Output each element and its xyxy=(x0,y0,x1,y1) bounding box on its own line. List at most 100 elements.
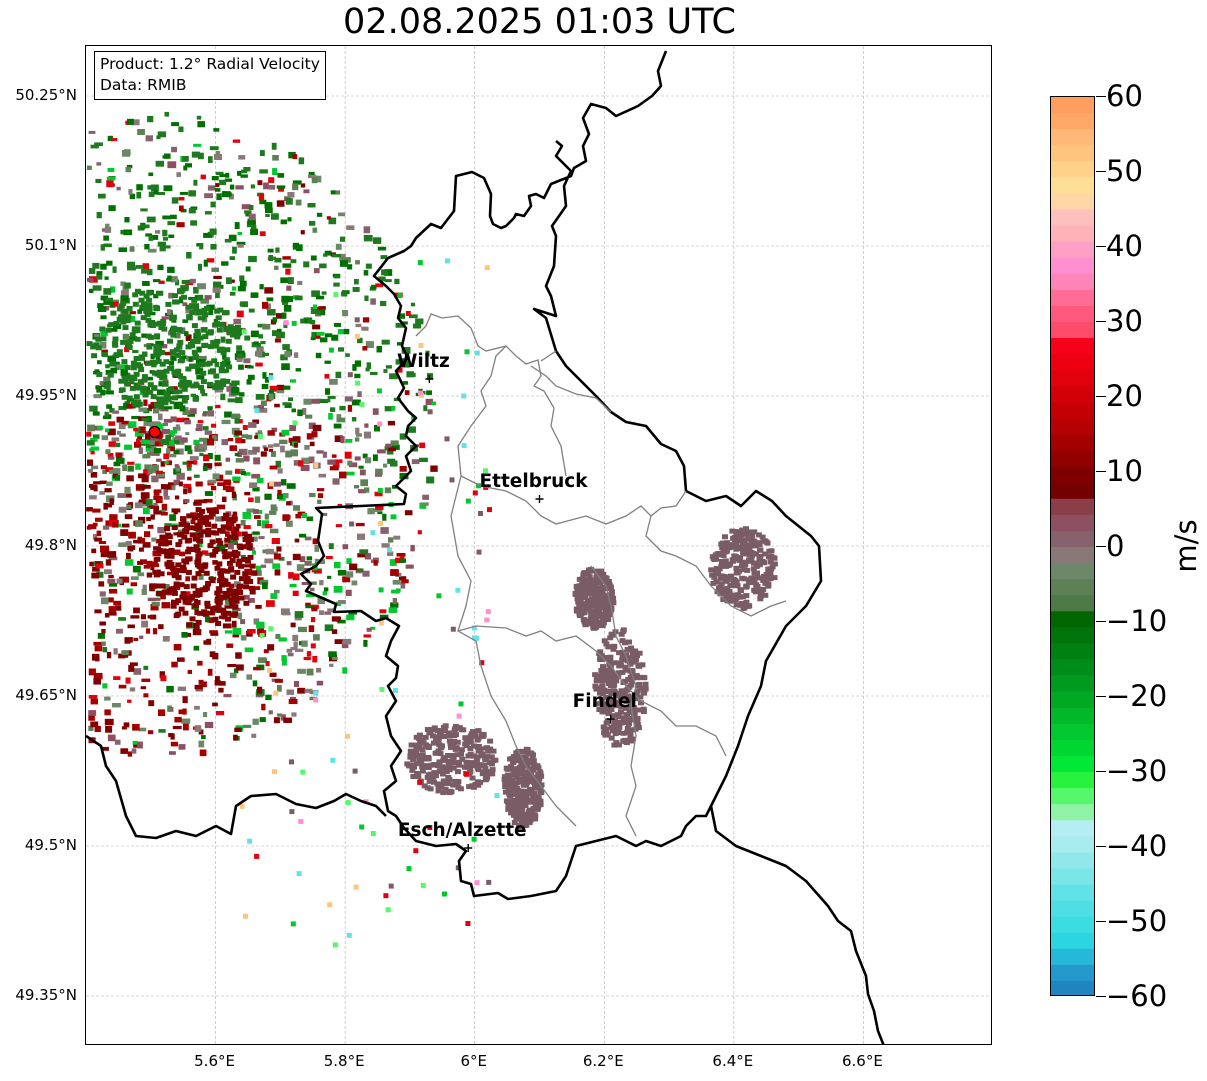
velocity-pixel xyxy=(510,758,517,764)
velocity-pixel xyxy=(245,540,252,546)
velocity-pixel xyxy=(620,730,627,736)
velocity-pixel xyxy=(190,519,196,525)
velocity-pixel xyxy=(127,266,136,271)
velocity-pixel xyxy=(209,228,217,235)
velocity-pixel xyxy=(342,544,349,550)
velocity-pixel xyxy=(135,265,144,269)
velocity-pixel xyxy=(120,295,129,303)
colorbar-segment xyxy=(1051,257,1094,275)
velocity-pixel xyxy=(220,610,227,616)
belgium-france-border xyxy=(86,734,387,840)
velocity-pixel xyxy=(346,558,352,565)
velocity-pixel xyxy=(182,302,188,307)
velocity-pixel xyxy=(213,383,220,389)
velocity-pixel xyxy=(458,747,465,753)
velocity-pixel xyxy=(255,350,263,357)
velocity-pixel xyxy=(159,401,169,406)
velocity-pixel xyxy=(217,482,226,487)
velocity-pixel xyxy=(231,413,241,419)
velocity-pixel xyxy=(136,191,142,199)
velocity-pixel xyxy=(526,818,533,824)
velocity-pixel xyxy=(268,375,274,381)
velocity-pixel xyxy=(333,423,342,429)
velocity-pixel xyxy=(148,191,155,198)
velocity-pixel xyxy=(623,705,629,711)
velocity-pixel xyxy=(224,568,231,574)
velocity-pixel xyxy=(725,597,732,603)
velocity-pixel xyxy=(164,393,171,400)
velocity-pixel xyxy=(137,560,144,565)
velocity-pixel xyxy=(120,300,127,306)
velocity-pixel xyxy=(311,607,318,612)
velocity-pixel xyxy=(513,774,520,780)
velocity-pixel xyxy=(294,295,303,301)
colorbar-tick-label: 10 xyxy=(1106,454,1143,488)
velocity-pixel xyxy=(436,759,443,765)
velocity-pixel xyxy=(341,641,349,649)
velocity-pixel xyxy=(156,135,161,140)
velocity-pixel xyxy=(121,726,127,730)
velocity-pixel xyxy=(416,732,423,738)
velocity-pixel xyxy=(748,575,755,581)
colorbar-segment xyxy=(1051,900,1094,918)
velocity-pixel xyxy=(438,784,445,790)
velocity-pixel xyxy=(246,545,253,551)
velocity-pixel xyxy=(366,362,372,370)
velocity-pixel xyxy=(309,441,315,447)
velocity-pixel xyxy=(98,581,105,587)
velocity-pixel xyxy=(239,302,247,307)
velocity-pixel xyxy=(260,451,267,457)
velocity-pixel xyxy=(765,566,772,572)
velocity-pixel xyxy=(342,310,349,317)
velocity-pixel xyxy=(634,688,641,694)
velocity-pixel xyxy=(595,599,601,605)
velocity-pixel xyxy=(182,600,187,605)
velocity-pixel xyxy=(95,563,104,569)
velocity-pixel xyxy=(484,769,491,775)
velocity-pixel xyxy=(434,781,441,787)
velocity-pixel xyxy=(440,757,447,763)
velocity-pixel xyxy=(195,332,202,338)
velocity-pixel xyxy=(179,405,186,412)
velocity-pixel xyxy=(118,314,125,320)
velocity-pixel xyxy=(209,630,218,634)
velocity-pixel xyxy=(102,647,108,653)
velocity-pixel xyxy=(287,653,294,657)
radar-map[interactable] xyxy=(85,45,992,1045)
velocity-pixel xyxy=(435,737,442,743)
velocity-pixel xyxy=(478,511,483,516)
velocity-pixel xyxy=(281,655,287,662)
velocity-pixel xyxy=(511,782,518,788)
velocity-pixel xyxy=(734,545,741,551)
velocity-pixel xyxy=(355,427,360,435)
velocity-pixel xyxy=(175,352,181,358)
velocity-pixel xyxy=(435,788,442,794)
velocity-pixel xyxy=(187,476,192,481)
velocity-pixel xyxy=(232,476,241,482)
velocity-pixel xyxy=(352,364,357,371)
velocity-pixel xyxy=(204,305,210,311)
velocity-pixel xyxy=(151,359,158,365)
velocity-pixel xyxy=(465,921,471,926)
velocity-pixel xyxy=(300,183,306,188)
velocity-pixel xyxy=(153,321,160,327)
velocity-pixel xyxy=(209,651,216,658)
velocity-pixel xyxy=(170,741,178,747)
velocity-pixel xyxy=(339,260,349,267)
velocity-pixel xyxy=(197,532,204,538)
velocity-pixel xyxy=(274,569,281,576)
velocity-pixel xyxy=(229,291,236,296)
velocity-pixel xyxy=(132,565,141,573)
velocity-pixel xyxy=(354,360,362,367)
velocity-pixel xyxy=(97,360,102,365)
velocity-pixel xyxy=(195,481,203,487)
velocity-pixel xyxy=(203,411,208,415)
velocity-pixel xyxy=(98,193,106,199)
velocity-pixel xyxy=(147,730,154,735)
velocity-pixel xyxy=(601,687,608,693)
velocity-pixel xyxy=(586,574,593,580)
velocity-pixel xyxy=(608,592,615,598)
velocity-pixel xyxy=(210,201,216,208)
velocity-pixel xyxy=(258,334,264,339)
velocity-pixel xyxy=(288,151,296,159)
